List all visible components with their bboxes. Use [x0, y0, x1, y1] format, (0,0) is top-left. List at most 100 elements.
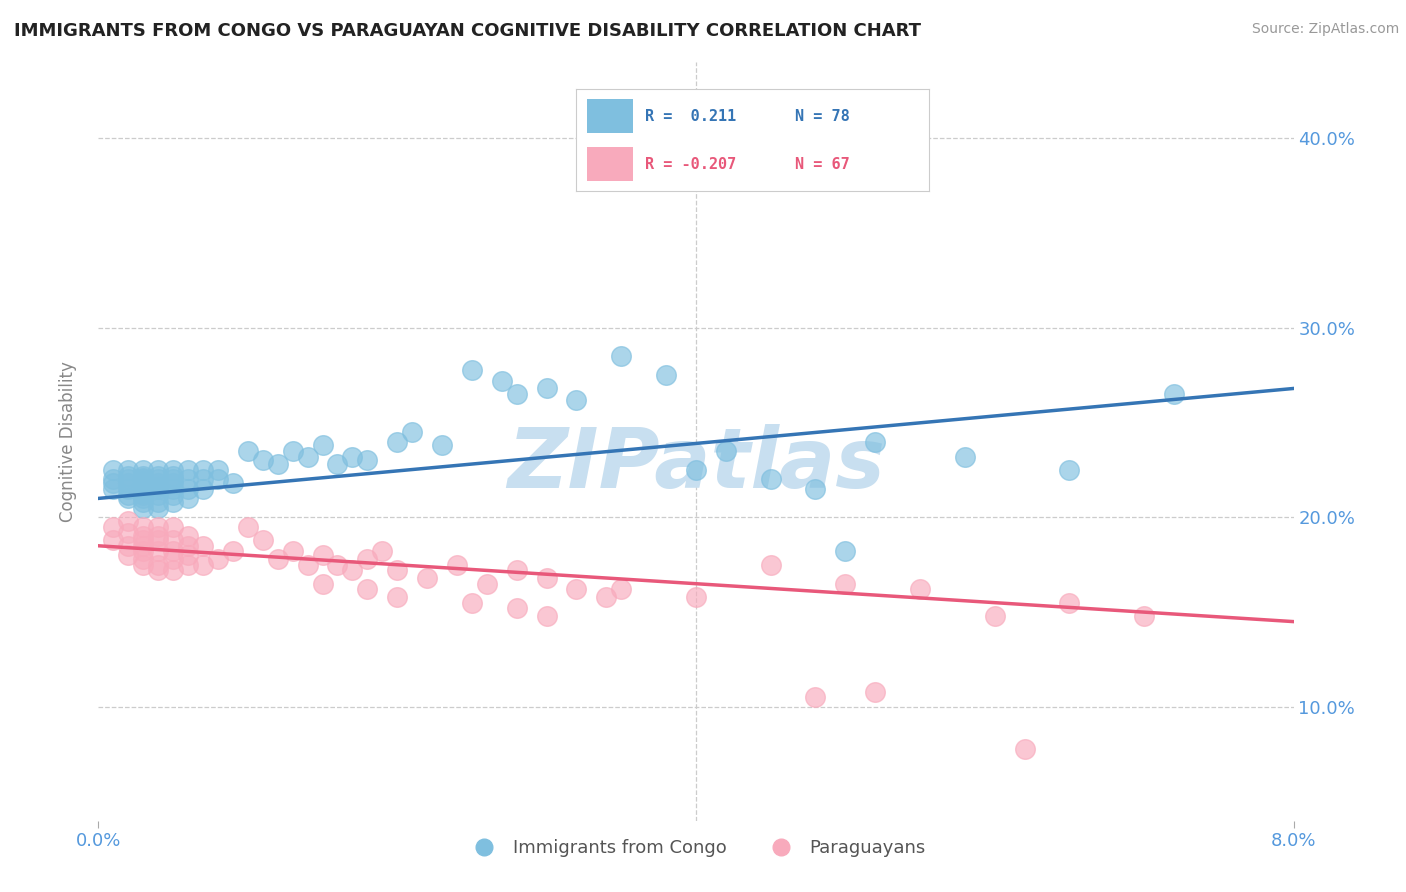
Point [759, 558, 782, 572]
Point [236, 444, 259, 458]
Point [177, 548, 200, 563]
Point [342, 450, 364, 464]
Point [132, 470, 155, 484]
Point [1014, 741, 1036, 756]
Point [595, 590, 617, 604]
Point [132, 475, 155, 489]
Point [461, 596, 484, 610]
Point [162, 544, 184, 558]
Point [430, 438, 453, 452]
Point [984, 609, 1007, 624]
Point [536, 609, 558, 624]
Point [834, 576, 856, 591]
Point [385, 590, 409, 604]
Point [222, 544, 245, 558]
Legend: Immigrants from Congo, Paraguayans: Immigrants from Congo, Paraguayans [458, 832, 934, 864]
Point [103, 473, 125, 487]
Point [148, 476, 170, 491]
Point [148, 487, 170, 501]
Point [326, 558, 349, 572]
Point [162, 564, 184, 578]
Point [804, 482, 827, 496]
Point [117, 539, 139, 553]
Point [446, 558, 468, 572]
Point [162, 520, 184, 534]
Point [148, 533, 170, 548]
Point [311, 576, 333, 591]
Point [865, 685, 887, 699]
Point [117, 473, 139, 487]
Point [953, 450, 976, 464]
Point [148, 473, 170, 487]
Point [177, 473, 200, 487]
Point [342, 564, 364, 578]
Point [565, 582, 588, 597]
Point [132, 544, 155, 558]
Point [162, 495, 184, 509]
Point [162, 552, 184, 566]
Point [103, 520, 125, 534]
Point [148, 520, 170, 534]
Y-axis label: Cognitive Disability: Cognitive Disability [59, 361, 77, 522]
Point [132, 463, 155, 477]
Point [311, 438, 333, 452]
Point [148, 482, 170, 496]
Point [759, 473, 782, 487]
Point [117, 491, 139, 506]
Text: IMMIGRANTS FROM CONGO VS PARAGUAYAN COGNITIVE DISABILITY CORRELATION CHART: IMMIGRANTS FROM CONGO VS PARAGUAYAN COGN… [14, 22, 921, 40]
Text: Source: ZipAtlas.com: Source: ZipAtlas.com [1251, 22, 1399, 37]
Point [297, 558, 319, 572]
Point [148, 495, 170, 509]
Point [714, 444, 737, 458]
Point [148, 529, 170, 543]
Point [834, 544, 856, 558]
Point [132, 533, 155, 548]
Point [356, 582, 378, 597]
Point [311, 548, 333, 563]
Point [117, 482, 139, 496]
Point [148, 558, 170, 572]
Point [461, 362, 484, 376]
Point [191, 558, 214, 572]
Point [132, 487, 155, 501]
Point [491, 374, 513, 388]
Point [162, 473, 184, 487]
Point [117, 468, 139, 483]
Point [148, 480, 170, 494]
Point [148, 544, 170, 558]
Point [117, 525, 139, 540]
Point [117, 487, 139, 501]
Point [610, 349, 633, 363]
Point [177, 482, 200, 496]
Point [222, 476, 245, 491]
Point [117, 548, 139, 563]
Point [267, 552, 290, 566]
Point [132, 495, 155, 509]
Point [536, 571, 558, 585]
Point [148, 463, 170, 477]
Point [162, 482, 184, 496]
Point [132, 485, 155, 500]
Text: ZIPatlas: ZIPatlas [508, 424, 884, 505]
Point [162, 476, 184, 491]
Point [191, 463, 214, 477]
Point [117, 514, 139, 528]
Point [132, 500, 155, 515]
Point [1163, 387, 1185, 401]
Point [162, 533, 184, 548]
Point [1133, 609, 1156, 624]
Point [252, 453, 274, 467]
Point [132, 552, 155, 566]
Point [177, 558, 200, 572]
Point [908, 582, 931, 597]
Point [177, 463, 200, 477]
Point [565, 392, 588, 407]
Point [267, 457, 290, 471]
Point [804, 690, 827, 705]
Point [132, 482, 155, 496]
Point [132, 491, 155, 506]
Point [326, 457, 349, 471]
Point [103, 533, 125, 548]
Point [1059, 596, 1081, 610]
Point [132, 476, 155, 491]
